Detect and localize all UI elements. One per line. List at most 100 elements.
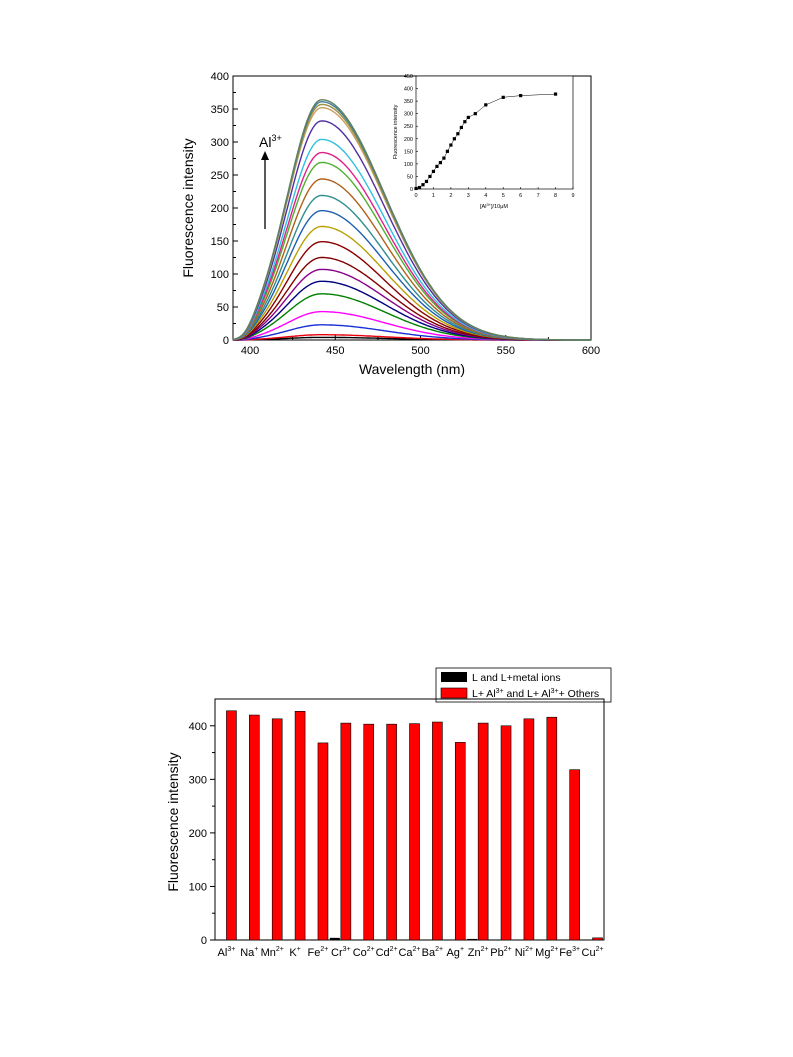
bar-black: [581, 939, 592, 940]
bar-black: [329, 937, 340, 940]
inset-data-point: [424, 179, 429, 184]
bar-red: [432, 721, 443, 941]
category-ion: Cd: [376, 947, 390, 959]
legend-swatch-black: [441, 672, 467, 682]
spectra-y-tick-label: 300: [211, 137, 229, 149]
category-ion: Cr: [331, 947, 343, 959]
bar-red: [592, 937, 603, 941]
inset-chart: 0 1 2 3 4 5 6 7 8 9 0 50 100 150 200 250 300 350 400 450 [A…: [393, 74, 575, 210]
inset-x-tick-label: 4: [484, 193, 487, 199]
inset-data-point: [449, 143, 453, 147]
bar-chart: L and L+metal ions L+ Al3+ and L+ Al3++ …: [165, 667, 612, 959]
inset-y-tick-label: 150: [404, 149, 413, 155]
inset-y-tick-label: 450: [404, 74, 413, 80]
category-charge: 2+: [320, 946, 328, 953]
category-ion: Mg: [535, 947, 550, 959]
inset-y-tick-label: 400: [404, 87, 413, 93]
inset-x-tick-label: 6: [519, 193, 522, 199]
inset-data-point: [519, 93, 523, 98]
bar-black: [421, 939, 432, 940]
al-annotation-label: Al3+: [259, 133, 282, 150]
bar-black: [215, 939, 226, 940]
inset-data-point: [456, 132, 460, 136]
bar-ticks: 0 100 200 300 400: [189, 721, 215, 947]
spectra-y-tick-label: 50: [217, 302, 229, 314]
category-ion: Pb: [490, 947, 503, 959]
bar-category-label: Co2+: [353, 946, 375, 959]
inset-points: [414, 92, 558, 191]
spectra-y-axis-label: Fluorescence intensity: [180, 138, 196, 277]
bar-black: [444, 939, 455, 940]
inset-data-point: [445, 149, 449, 153]
inset-data-point: [452, 137, 456, 141]
inset-data-point: [463, 120, 467, 124]
spectra-y-tick-label: 400: [211, 71, 229, 83]
category-charge: 2+: [390, 946, 398, 953]
bar-category-label: Fe2+: [308, 946, 329, 959]
bar-category-label: Ag+: [446, 946, 464, 959]
bar-category-label: K+: [289, 946, 300, 959]
category-ion: K: [289, 947, 297, 959]
bar-red: [500, 725, 512, 941]
inset-plot-frame: [415, 75, 574, 190]
bar-black: [375, 939, 386, 940]
bar-y-tick-label: 0: [201, 935, 207, 947]
inset-data-point: [435, 164, 439, 168]
inset-x-tick-label: 1: [432, 193, 435, 199]
bar-red: [340, 722, 352, 941]
bar-category-label: Cu2+: [582, 946, 604, 959]
inset-data-point: [417, 185, 422, 190]
bar-black: [238, 939, 249, 940]
inset-x-tick-label: 9: [571, 193, 574, 199]
bar-category-label: Mg2+: [535, 946, 558, 959]
category-charge: 2+: [596, 946, 604, 953]
bar-black: [352, 939, 363, 940]
spectra-x-tick-label: 500: [411, 345, 429, 357]
bar-category-label: Pb2+: [490, 946, 511, 959]
category-charge: +: [297, 946, 301, 953]
legend-label-black: L and L+metal ions: [472, 672, 561, 684]
bar-black: [512, 939, 523, 940]
bar-red: [363, 723, 375, 941]
bar-red: [249, 714, 260, 941]
spectra-chart: 400 450 500 550 600050100150200250300350400 …: [180, 71, 600, 377]
inset-data-point: [414, 186, 418, 191]
bar-black: [398, 939, 409, 940]
category-charge: 3+: [572, 946, 580, 953]
inset-x-tick-label: 7: [537, 193, 540, 199]
legend-label-red: L+ Al3+ and L+ Al3++ Others: [472, 688, 599, 700]
inset-y-tick-label: 250: [404, 124, 413, 130]
bar-category-label: Al3+: [218, 946, 236, 959]
bar-black: [467, 938, 478, 940]
category-ion: Cu: [582, 947, 596, 959]
inset-y-axis-label: Fluorescence intensity: [393, 104, 399, 159]
spectra-y-tick-label: 100: [211, 269, 229, 281]
inset-data-point: [421, 183, 425, 187]
spectrum-curve: [232, 293, 591, 341]
spectra-y-tick-label: 150: [211, 236, 229, 248]
bar-red: [409, 723, 420, 941]
category-charge: 2+: [435, 946, 443, 953]
al-annotation-ion: Al: [259, 134, 271, 150]
inset-y-tick-label: 350: [404, 99, 413, 105]
spectra-curves: [232, 99, 591, 341]
bar-black: [306, 939, 317, 940]
bar-black: [490, 939, 501, 940]
bar-y-tick-label: 300: [189, 774, 207, 786]
bar-category-label: Na+: [240, 946, 258, 959]
bar-category-label: Ni2+: [515, 946, 533, 959]
spectra-x-tick-label: 400: [241, 345, 259, 357]
inset-x-tick-label: 2: [449, 193, 452, 199]
legend-swatch-red: [440, 687, 468, 699]
spectra-x-tick-label: 600: [582, 345, 600, 357]
bar-category-label: Cd2+: [376, 946, 398, 959]
bar-black: [284, 939, 295, 940]
category-charge: 2+: [481, 946, 489, 953]
inset-data-point: [431, 169, 436, 174]
legend-red-part-b-sup: 3+: [551, 688, 559, 695]
category-ion: Fe: [308, 947, 321, 959]
spectra-y-tick-label: 0: [223, 335, 229, 347]
category-charge: 3+: [343, 946, 351, 953]
category-ion: Ca: [398, 947, 413, 959]
bar-red: [317, 742, 329, 941]
